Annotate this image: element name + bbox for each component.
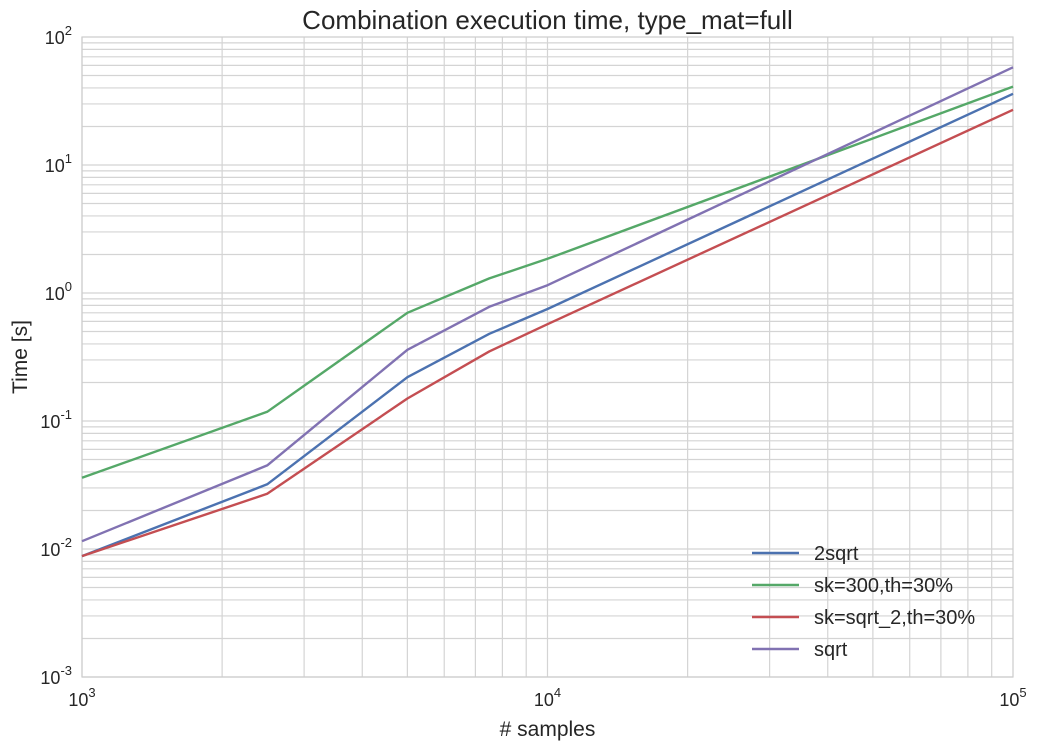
series-lines [81, 66, 1014, 558]
y-tick-label: 102 [45, 23, 72, 48]
legend-label: sk=sqrt_2,th=30% [814, 607, 975, 629]
x-tick-label: 105 [999, 685, 1026, 710]
series-line [81, 108, 1014, 558]
y-tick-label: 10-2 [40, 535, 72, 560]
y-axis-ticks: 10-3 10-2 10-1 100 101 102 [40, 23, 72, 688]
y-tick-label: 10-1 [40, 407, 72, 432]
legend-label: sqrt [814, 639, 848, 661]
x-tick-label: 104 [534, 685, 561, 710]
legend-label: 2sqrt [814, 543, 859, 565]
grid [81, 37, 1013, 678]
series-line [81, 92, 1014, 558]
series-line [81, 85, 1014, 479]
series-line [81, 66, 1014, 543]
legend: 2sqrt sk=300,th=30% sk=sqrt_2,th=30%sqrt [752, 543, 975, 661]
x-axis-ticks: 103 104 105 [68, 685, 1026, 710]
y-tick-label: 100 [45, 279, 72, 304]
y-tick-label: 10-3 [40, 663, 72, 688]
x-axis-label: # samples [500, 718, 596, 741]
x-tick-label: 103 [68, 685, 95, 710]
y-axis-label: Time [s] [9, 320, 32, 394]
legend-label: sk=300,th=30% [814, 575, 953, 597]
chart-title: Combination execution time, type_mat=ful… [302, 5, 793, 35]
y-tick-label: 101 [45, 151, 72, 176]
plot-frame [81, 36, 1014, 678]
